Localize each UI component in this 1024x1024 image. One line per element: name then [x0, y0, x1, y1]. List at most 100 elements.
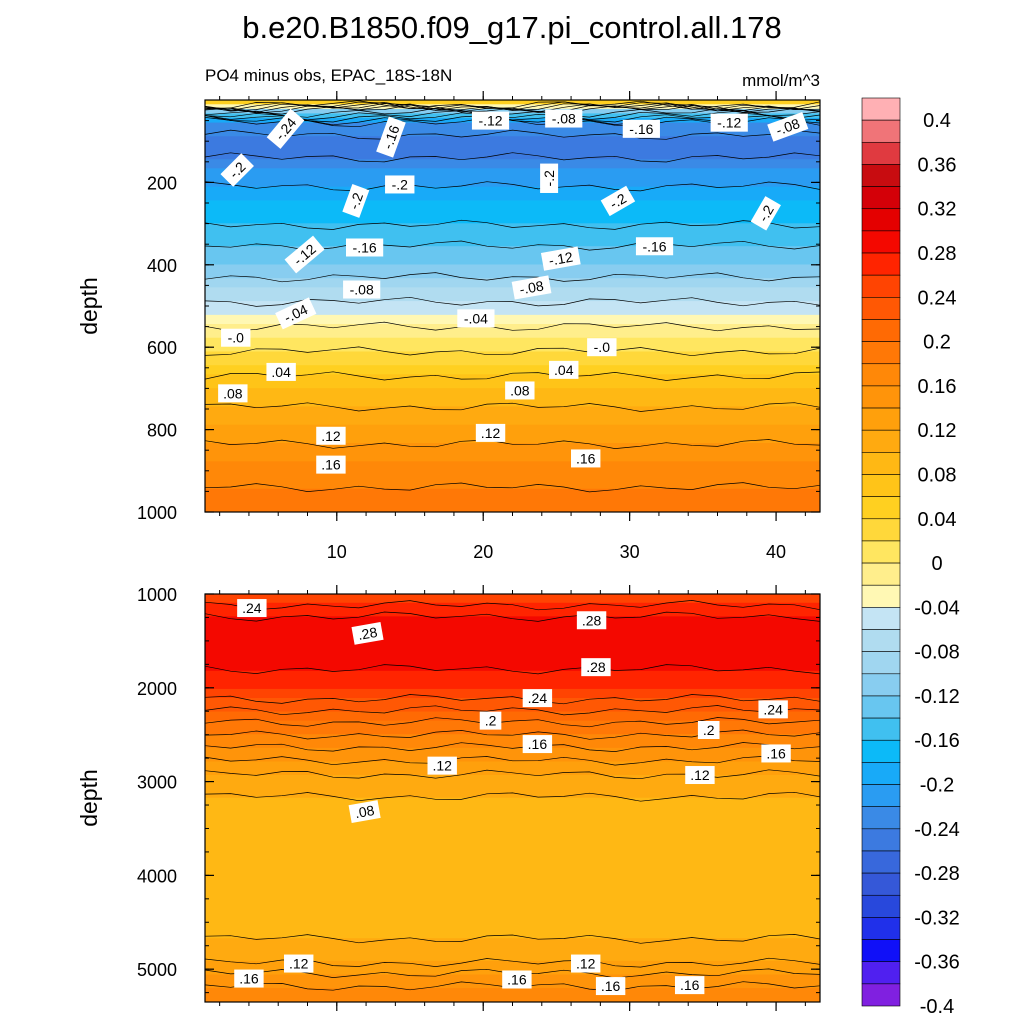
- y-tick-label: 2000: [137, 679, 177, 699]
- contour-band: [205, 861, 820, 867]
- contour-band: [205, 924, 820, 930]
- contour-label: .16: [595, 977, 626, 996]
- contour-label-text: .16: [766, 745, 786, 761]
- colorbar-tick-label: 0.16: [918, 376, 957, 398]
- contour-band: [205, 346, 820, 353]
- contour-band: [205, 883, 820, 889]
- contour-line: [205, 272, 820, 283]
- contour-line: [205, 717, 820, 728]
- contour-line: [205, 101, 820, 112]
- contour-band: [205, 643, 820, 649]
- contour-band: [205, 929, 820, 935]
- contour-band: [205, 947, 820, 953]
- contour-band: [205, 255, 820, 261]
- colorbar: 0.4 0.36 0.32 0.28 0.24 0.2 0.16 0.12 0.08 0.04 0 -…: [861, 97, 960, 1018]
- contour-label: .16: [522, 735, 553, 754]
- contour-band: [205, 720, 820, 726]
- contour-band: [205, 707, 820, 713]
- contour-band: [205, 933, 820, 939]
- y-axis-label: depth: [76, 769, 102, 827]
- colorbar-swatch: [861, 407, 901, 431]
- contour-band: [205, 634, 820, 640]
- contour-label-text: .08: [510, 382, 530, 398]
- contour-label-text: -.12: [717, 115, 741, 131]
- contour-label: .08: [505, 381, 535, 400]
- contour-band: [205, 815, 820, 821]
- contour-band: [205, 625, 820, 631]
- contour-band: [205, 507, 820, 512]
- contour-band: [205, 461, 820, 467]
- contour-line: [205, 705, 820, 716]
- contour-label-text: -.16: [353, 239, 377, 255]
- contour-line: [205, 402, 820, 412]
- contour-label: .12: [284, 954, 314, 973]
- contour-band: [205, 652, 820, 658]
- contour-label: .24: [237, 599, 267, 618]
- contour-label-text: .28: [582, 612, 602, 628]
- colorbar-swatch: [861, 429, 901, 453]
- contour-band: [205, 356, 820, 362]
- contour-band: [205, 479, 820, 485]
- contour-band: [205, 342, 820, 348]
- contour-band: [205, 333, 820, 339]
- colorbar-tick-label: 0.12: [918, 420, 957, 442]
- contour-band: [205, 765, 820, 772]
- contour-label: -.08: [767, 111, 809, 142]
- contour-band: [205, 218, 820, 224]
- contour-band: [205, 997, 820, 1002]
- colorbar-tick-label: 0.24: [918, 287, 957, 309]
- contour-band: [205, 693, 820, 699]
- y-tick-label: 5000: [137, 960, 177, 980]
- contour-band: [205, 223, 820, 229]
- contour-line: [205, 934, 820, 944]
- contour-label: -.2: [385, 175, 415, 194]
- contour-label-text: .16: [239, 971, 259, 987]
- colorbar-tick-label: -0.12: [914, 686, 960, 708]
- contour-label-text: .24: [763, 701, 783, 717]
- contour-label: .08: [218, 384, 248, 403]
- contour-label: -.2: [600, 185, 636, 217]
- colorbar-swatch: [861, 141, 901, 165]
- colorbar-tick-label: 0.04: [918, 509, 957, 531]
- colorbar-swatch: [861, 385, 901, 409]
- contour-band: [205, 186, 820, 192]
- contour-label: .24: [522, 689, 553, 708]
- colorbar-swatch: [861, 584, 901, 608]
- units-subtitle: mmol/m^3: [742, 71, 820, 90]
- contour-label-text: .28: [586, 659, 606, 675]
- contour-band: [205, 301, 820, 307]
- contour-band: [205, 675, 820, 681]
- contour-band: [205, 838, 820, 844]
- contour-band: [205, 734, 820, 740]
- contour-label: -.0: [587, 338, 617, 357]
- contour-band: [205, 314, 820, 321]
- colorbar-tick-label: 0.2: [923, 332, 951, 354]
- contour-band: [205, 209, 820, 215]
- contour-band: [205, 140, 820, 147]
- contour-band: [205, 484, 820, 490]
- contour-band: [205, 793, 820, 799]
- contour-band: [205, 452, 820, 458]
- contour-label: .12: [475, 423, 506, 442]
- contour-band: [205, 369, 820, 375]
- contour-band: [205, 438, 820, 444]
- y-tick-label: 4000: [137, 866, 177, 886]
- contour-label-text: .04: [554, 362, 574, 378]
- contour-band: [205, 456, 820, 462]
- contour-band: [205, 942, 820, 948]
- contour-label: -.16: [346, 238, 384, 257]
- contour-label-text: .12: [321, 428, 341, 444]
- contour-band: [205, 756, 820, 763]
- contour-label: -.2: [540, 163, 559, 193]
- contour-band: [205, 420, 820, 426]
- colorbar-swatch: [861, 208, 901, 232]
- contour-band: [205, 145, 820, 151]
- contour-band: [205, 820, 820, 826]
- contour-label: -.24: [266, 108, 305, 149]
- contour-band: [205, 310, 820, 316]
- contour-label-text: .12: [481, 425, 501, 441]
- contour-band: [205, 273, 820, 279]
- contour-label: .04: [549, 360, 579, 379]
- contour-band: [205, 743, 820, 749]
- contour-label-text: -.0: [228, 330, 245, 346]
